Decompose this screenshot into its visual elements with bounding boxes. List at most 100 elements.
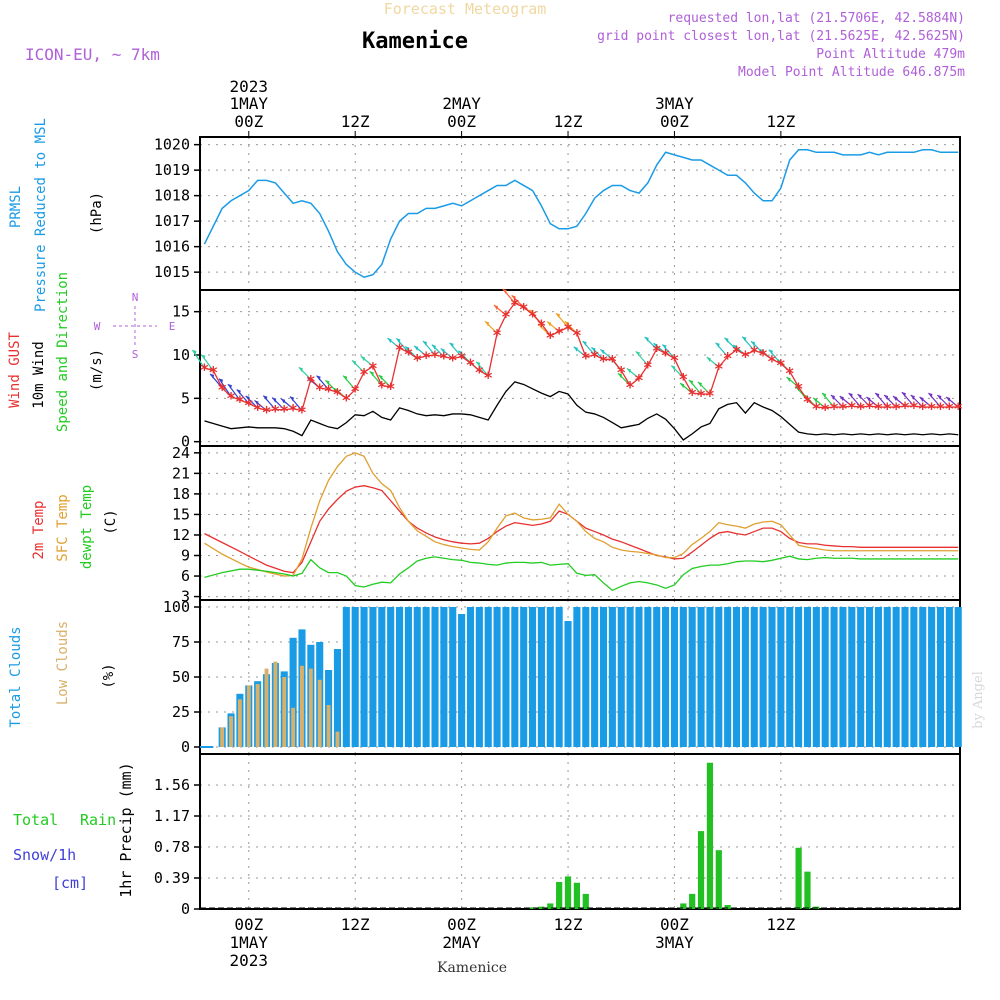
- y-tick-label: 75: [172, 633, 190, 651]
- bar-rain: [556, 881, 563, 909]
- gust-marker: *: [865, 398, 875, 417]
- top-time-label: 00Z: [660, 112, 689, 131]
- gust-marker: *: [279, 402, 289, 421]
- panel-frame: [199, 136, 961, 291]
- y-tick-label: 1.56: [154, 776, 190, 794]
- wind-arrow-head: [626, 368, 631, 374]
- ylabel-gust: Wind GUST: [7, 332, 23, 408]
- bottom-time-label: 2023: [230, 951, 269, 970]
- precip-bars: [200, 762, 960, 909]
- wind-arrow-head: [680, 383, 685, 389]
- y-tick-label: 5: [181, 389, 190, 407]
- wind-arrow-head: [493, 305, 498, 311]
- ylabel-low-clouds: Low Clouds: [55, 621, 71, 705]
- bar-rain: [582, 893, 589, 909]
- ylabel-c: (C): [103, 509, 119, 534]
- bar-total-clouds: [573, 607, 581, 747]
- bottom-time-label: 1MAY: [230, 933, 269, 952]
- gust-marker: *: [492, 325, 502, 344]
- compass-s: S: [132, 348, 139, 361]
- gust-marker: *: [705, 386, 715, 405]
- panel-temperature: 3 6 9 12 15 18 21 24: [172, 444, 961, 606]
- y-tick-label: 24: [172, 444, 190, 462]
- wind-arrow-head: [360, 356, 365, 362]
- series-line-temp-0: [204, 485, 959, 574]
- cloud-bars: [200, 607, 962, 748]
- bar-total-clouds: [564, 621, 572, 747]
- gust-marker: *: [794, 379, 804, 398]
- y-tick-label: 100: [163, 598, 190, 616]
- bottom-time-label: 12Z: [554, 915, 583, 934]
- bar-total-clouds: [617, 607, 625, 747]
- wind-arrow-head: [689, 380, 694, 385]
- wind-arrow-head: [644, 336, 649, 342]
- bar-rain: [538, 906, 545, 909]
- bar-total-clouds: [484, 607, 492, 747]
- bar-total-clouds: [812, 607, 820, 747]
- bar-total-clouds: [706, 607, 714, 747]
- gust-marker: *: [501, 307, 511, 326]
- wind-arrow-head: [697, 382, 702, 387]
- gust-marker: *: [359, 364, 369, 383]
- bar-total-clouds: [360, 607, 368, 747]
- ylabel-ms: (m/s): [89, 349, 105, 391]
- wind-arrow-head: [742, 336, 747, 342]
- wind-arrow-head: [910, 395, 915, 400]
- bar-total-clouds: [741, 607, 749, 747]
- bar-rain: [564, 876, 572, 909]
- wind-arrow-head: [937, 395, 942, 400]
- gust-marker: *: [741, 347, 751, 366]
- bar-total-clouds: [546, 607, 554, 747]
- wind-arrow-head: [502, 289, 507, 294]
- bar-total-clouds: [289, 637, 297, 747]
- bar-total-clouds: [945, 607, 953, 747]
- wind-arrow-head: [671, 365, 676, 371]
- wind-arrow-head: [352, 360, 357, 366]
- gust-marker: *: [758, 345, 768, 364]
- panels: 1015101610171018101910200510153691215182…: [7, 118, 963, 918]
- wind-arrow-head: [511, 295, 516, 301]
- bar-total-clouds: [901, 607, 909, 747]
- gust-marker: *: [297, 402, 307, 421]
- series-line-prmsl: [203, 149, 959, 279]
- bar-total-clouds: [431, 607, 439, 747]
- wind-arrow-head: [893, 396, 898, 402]
- bar-total-clouds: [502, 607, 510, 747]
- wind-arrow-head: [405, 346, 410, 352]
- bar-total-clouds: [395, 607, 404, 747]
- y-tick-label: 12: [172, 526, 190, 544]
- bar-total-clouds: [919, 607, 927, 747]
- gust-marker: *: [918, 399, 928, 418]
- wind-arrow-head: [822, 393, 827, 398]
- bottom-time-label: 12Z: [766, 915, 795, 934]
- bar-low-clouds: [317, 679, 322, 747]
- bar-total-clouds: [848, 607, 856, 747]
- gust-marker: *: [891, 399, 901, 418]
- gust-marker: *: [430, 347, 440, 366]
- bar-total-clouds: [475, 607, 483, 747]
- bottom-time-label: 3MAY: [655, 933, 694, 952]
- bar-total-clouds: [732, 607, 741, 747]
- model-altitude: Model Point Altitude 646.875m: [738, 65, 965, 80]
- gust-marker: *: [812, 399, 822, 418]
- wind-arrow-head: [449, 342, 454, 348]
- gust-marker: *: [803, 392, 813, 411]
- top-time-label: 3MAY: [655, 94, 694, 113]
- gust-marker: *: [377, 377, 387, 396]
- bar-rain: [573, 882, 580, 909]
- bar-total-clouds: [582, 607, 590, 747]
- gust-marker: *: [288, 401, 298, 420]
- gust-marker: *: [244, 396, 254, 415]
- gust-marker: *: [421, 348, 431, 367]
- y-tick-label: 1018: [154, 187, 190, 205]
- ylabel-hpa: (hPa): [89, 192, 105, 234]
- gust-marker: *: [749, 343, 759, 362]
- gust-marker: *: [404, 344, 414, 363]
- gust-marker: *: [820, 400, 830, 419]
- wind-arrow-head: [733, 345, 738, 350]
- closest-coords: grid point closest lon,lat (21.5625E, 42…: [597, 29, 965, 44]
- gust-marker: *: [953, 399, 963, 418]
- wind-arrow-head: [928, 393, 933, 398]
- gust-marker: *: [386, 379, 396, 398]
- wind-arrow-head: [538, 323, 543, 329]
